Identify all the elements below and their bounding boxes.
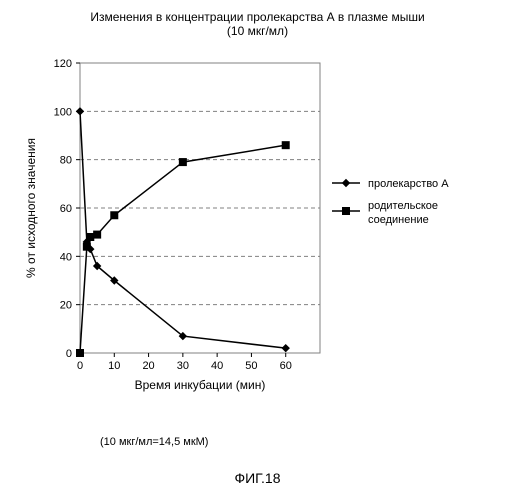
marker-square <box>83 243 90 250</box>
x-tick-label: 30 <box>177 360 189 372</box>
y-tick-label: 120 <box>54 58 72 70</box>
legend-label: соединение <box>368 214 429 226</box>
x-tick-label: 40 <box>211 360 223 372</box>
x-tick-label: 0 <box>77 360 83 372</box>
marker-square <box>94 231 101 238</box>
figure-label: ФИГ.18 <box>0 470 515 486</box>
marker-square <box>77 350 84 357</box>
marker-square <box>179 159 186 166</box>
legend-label: родительское <box>368 200 438 212</box>
legend-label: пролекарство А <box>368 178 449 190</box>
y-tick-label: 60 <box>60 203 72 215</box>
chart-title-line2: (10 мкг/мл) <box>0 24 515 38</box>
x-axis-label: Время инкубации (мин) <box>135 378 266 392</box>
chart-container: Изменения в концентрации пролекарства А … <box>0 0 515 500</box>
marker-square <box>111 212 118 219</box>
x-tick-label: 50 <box>245 360 257 372</box>
y-axis-label: % от исходного значения <box>24 138 38 278</box>
y-tick-label: 0 <box>66 348 72 360</box>
marker-square <box>282 142 289 149</box>
y-tick-label: 80 <box>60 155 72 167</box>
y-tick-label: 100 <box>54 106 72 118</box>
x-tick-label: 60 <box>280 360 292 372</box>
marker-square <box>343 208 350 215</box>
chart-plot: 0 20 40 60 80 100 120 0 10 20 30 40 50 60 Время инкуба… <box>0 38 515 398</box>
x-tick-label: 10 <box>108 360 120 372</box>
marker-diamond <box>343 180 350 187</box>
x-tick-label: 20 <box>142 360 154 372</box>
chart-title-line1: Изменения в концентрации пролекарства А … <box>0 10 515 24</box>
y-tick-label: 40 <box>60 251 72 263</box>
marker-square <box>87 234 94 241</box>
note-below: (10 мкг/мл=14,5 мкМ) <box>100 436 208 448</box>
y-tick-label: 20 <box>60 300 72 312</box>
